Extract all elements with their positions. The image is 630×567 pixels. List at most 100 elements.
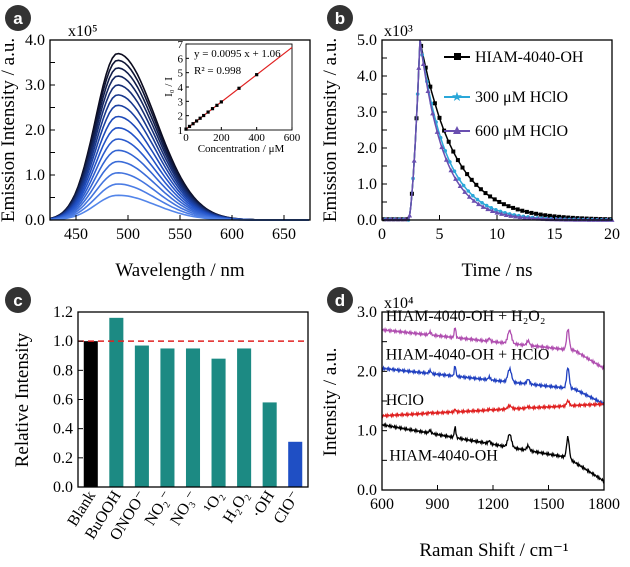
raman-line [381, 422, 605, 484]
decay-marker [534, 211, 539, 216]
panel-b-legend: HIAM-4040-OH ★ 300 μM HClO 600 μM HClO [444, 49, 584, 140]
decay-marker [531, 215, 537, 221]
legend-marker [454, 53, 461, 60]
panel-d-badge [327, 287, 353, 313]
inset-point [255, 73, 259, 77]
panel-b: 0 5 10 15 20 0.0 1.0 2.0 3.0 4.0 5.0 HIAM-4040-OH ★… [320, 5, 620, 281]
decay-marker [529, 210, 534, 215]
decay-marker [439, 144, 445, 150]
decay-marker [452, 169, 457, 173]
bar [83, 341, 98, 487]
y-tick-label: 2.0 [25, 122, 45, 139]
legend-marker: ★ [451, 89, 463, 104]
decay-marker [484, 203, 489, 208]
decay-marker [466, 189, 471, 193]
legend-label: HIAM-4040-OH [475, 49, 584, 66]
panel-a-inset: 0 200 400 600 1 2 3 4 5 6 7 Concentration / μM I₀ / … [163, 39, 301, 155]
y-tick-label: 1.0 [53, 333, 73, 350]
decay-marker [512, 214, 518, 219]
decay-marker [446, 139, 451, 144]
x-tick-label: 1800 [588, 496, 620, 513]
y-tick-label: 3.0 [357, 304, 377, 321]
series-label: HClO [386, 392, 424, 409]
inset-y-tick-label: 4 [178, 82, 184, 94]
y-tick-label: 0.4 [53, 421, 73, 438]
panel-a-ylabel: Emission Intensity / a.u. [0, 38, 19, 222]
decay-marker [453, 176, 459, 181]
decay-marker [506, 204, 511, 209]
x-tick-label: 900 [426, 496, 450, 513]
decay-marker [501, 202, 506, 207]
inset-point [198, 116, 202, 120]
bar [288, 441, 303, 487]
y-tick-label: 3.0 [357, 104, 377, 121]
y-tick-label: 0.8 [53, 362, 73, 379]
y-tick-label: 4.0 [357, 68, 377, 85]
inset-y-tick-label: 3 [178, 96, 184, 108]
panel-d-ticks: 600 900 1200 1500 1800 0.0 1.0 2.0 3.0 [357, 304, 620, 513]
decay-marker [480, 204, 486, 209]
bar [134, 345, 149, 487]
y-tick-label: 1.0 [357, 423, 377, 440]
y-tick-label: 0.6 [53, 392, 73, 409]
decay-marker [448, 160, 452, 164]
x-tick-label: 20 [604, 226, 620, 243]
x-tick-label: 550 [168, 226, 192, 243]
panel-c-ylabel: Relative Intensity [12, 332, 33, 467]
x-tick-label: 650 [272, 226, 296, 243]
inset-y-tick-label: 1 [178, 125, 184, 137]
decay-marker [478, 187, 483, 192]
panel-b-badge-label: b [335, 9, 345, 28]
inset-equation: y = 0.0095 x + 1.06 [194, 48, 281, 60]
decay-marker [416, 65, 422, 70]
x-tick-label: 15 [547, 226, 563, 243]
decay-marker [538, 212, 543, 217]
decay-marker [432, 101, 437, 106]
bar [185, 348, 201, 487]
category-label: ClO⁻ [271, 488, 304, 527]
decay-marker [457, 183, 463, 189]
inset-point [206, 110, 210, 114]
bar [262, 402, 277, 487]
decay-marker [508, 213, 514, 218]
decay-marker [485, 206, 491, 212]
y-tick-label: 0.0 [357, 212, 377, 229]
inset-r-squared: R² = 0.998 [194, 65, 242, 77]
y-tick-label: 1.0 [357, 176, 377, 193]
decay-marker [575, 216, 580, 221]
decay-marker [475, 197, 480, 202]
category-label: NO₃⁻ [167, 488, 201, 529]
decay-marker [561, 215, 566, 220]
y-tick-label: 1.0 [25, 167, 45, 184]
x-tick-label: 600 [370, 496, 394, 513]
y-tick-label: 0.0 [357, 482, 377, 499]
inset-y-tick-label: 5 [178, 68, 184, 80]
decay-marker [466, 194, 472, 199]
inset-x-tick-label: 0 [183, 132, 189, 144]
panel-c-badge [5, 287, 31, 313]
inset-point [187, 124, 192, 129]
inset-point [237, 86, 241, 90]
bar [109, 317, 124, 487]
panel-a-badge [5, 5, 31, 31]
decay-marker [503, 212, 509, 217]
decay-marker [448, 167, 454, 173]
raman-line [381, 365, 605, 406]
inset-point [219, 100, 223, 104]
decay-marker [524, 209, 529, 214]
legend-label: 300 μM HClO [475, 89, 568, 106]
panel-b-multiplier: x10³ [384, 23, 413, 40]
legend-marker [453, 126, 461, 134]
decay-marker [480, 200, 484, 205]
decay-marker [570, 215, 575, 220]
panel-d-badge-label: d [335, 291, 345, 310]
inset-point [215, 103, 219, 107]
decay-marker [497, 199, 502, 204]
decay-marker [423, 65, 428, 70]
decay-marker [557, 214, 562, 219]
inset-point [191, 122, 195, 126]
decay-marker [522, 215, 528, 220]
decay-marker [443, 157, 449, 162]
